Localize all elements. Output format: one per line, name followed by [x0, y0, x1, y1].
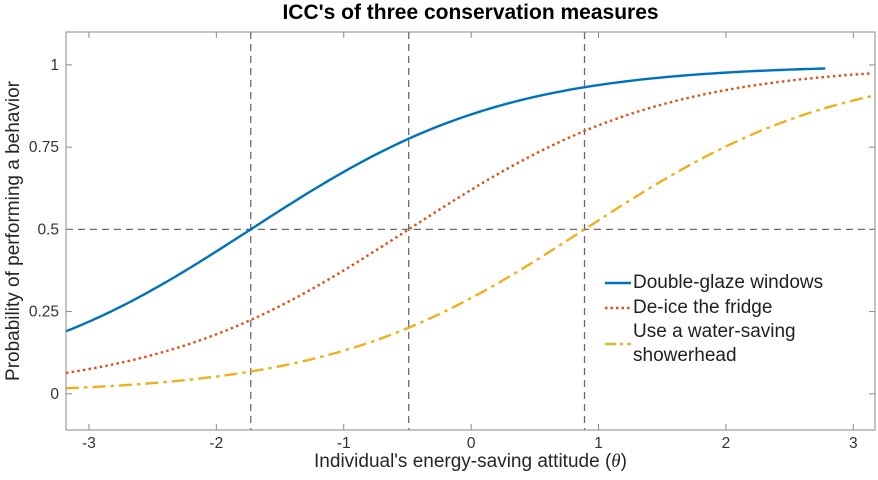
legend-line-solid-icon [605, 281, 631, 285]
y-tick-label: 0 [50, 386, 59, 403]
curve-use-a-water-saving-showerhead [65, 95, 872, 390]
axes-box [65, 31, 876, 431]
legend: Double-glaze windows De-ice the fridge U… [603, 270, 833, 368]
legend-line-dotted-icon [605, 306, 631, 310]
legend-item-deice-fridge: De-ice the fridge [603, 295, 833, 320]
legend-label: De-ice the fridge [633, 297, 773, 318]
x-tick-label: -3 [82, 435, 96, 452]
legend-item-double-glaze: Double-glaze windows [603, 270, 833, 295]
chart-title: ICC's of three conservation measures [282, 1, 659, 24]
x-tick-label: 3 [849, 435, 858, 452]
y-tick-label: 0.5 [37, 221, 59, 238]
theta-symbol: θ [611, 451, 621, 472]
x-tick-label: -1 [337, 435, 351, 452]
x-axis-label: Individual's energy-saving attitude (θ) [66, 451, 875, 473]
y-tick-label: 0.75 [29, 139, 59, 156]
legend-item-showerhead: Use a water-saving showerhead [603, 320, 833, 368]
x-axis-label-close-paren: ) [620, 451, 627, 472]
y-tick-label: 0.25 [29, 304, 59, 321]
curve-de-ice-the-fridge [65, 72, 872, 375]
x-tick-label: 1 [594, 435, 603, 452]
x-axis-label-text: Individual's energy-saving attitude ( [314, 451, 612, 472]
curve-double-glaze-windows [65, 67, 826, 333]
legend-label: Double-glaze windows [633, 272, 824, 293]
y-tick-label: 1 [50, 57, 59, 74]
x-tick-label: 2 [722, 435, 731, 452]
x-tick-label: 0 [467, 435, 476, 452]
legend-label: Use a water-saving showerhead [633, 321, 796, 366]
legend-line-dashdot-icon [605, 342, 631, 346]
x-tick-label: -2 [209, 435, 223, 452]
